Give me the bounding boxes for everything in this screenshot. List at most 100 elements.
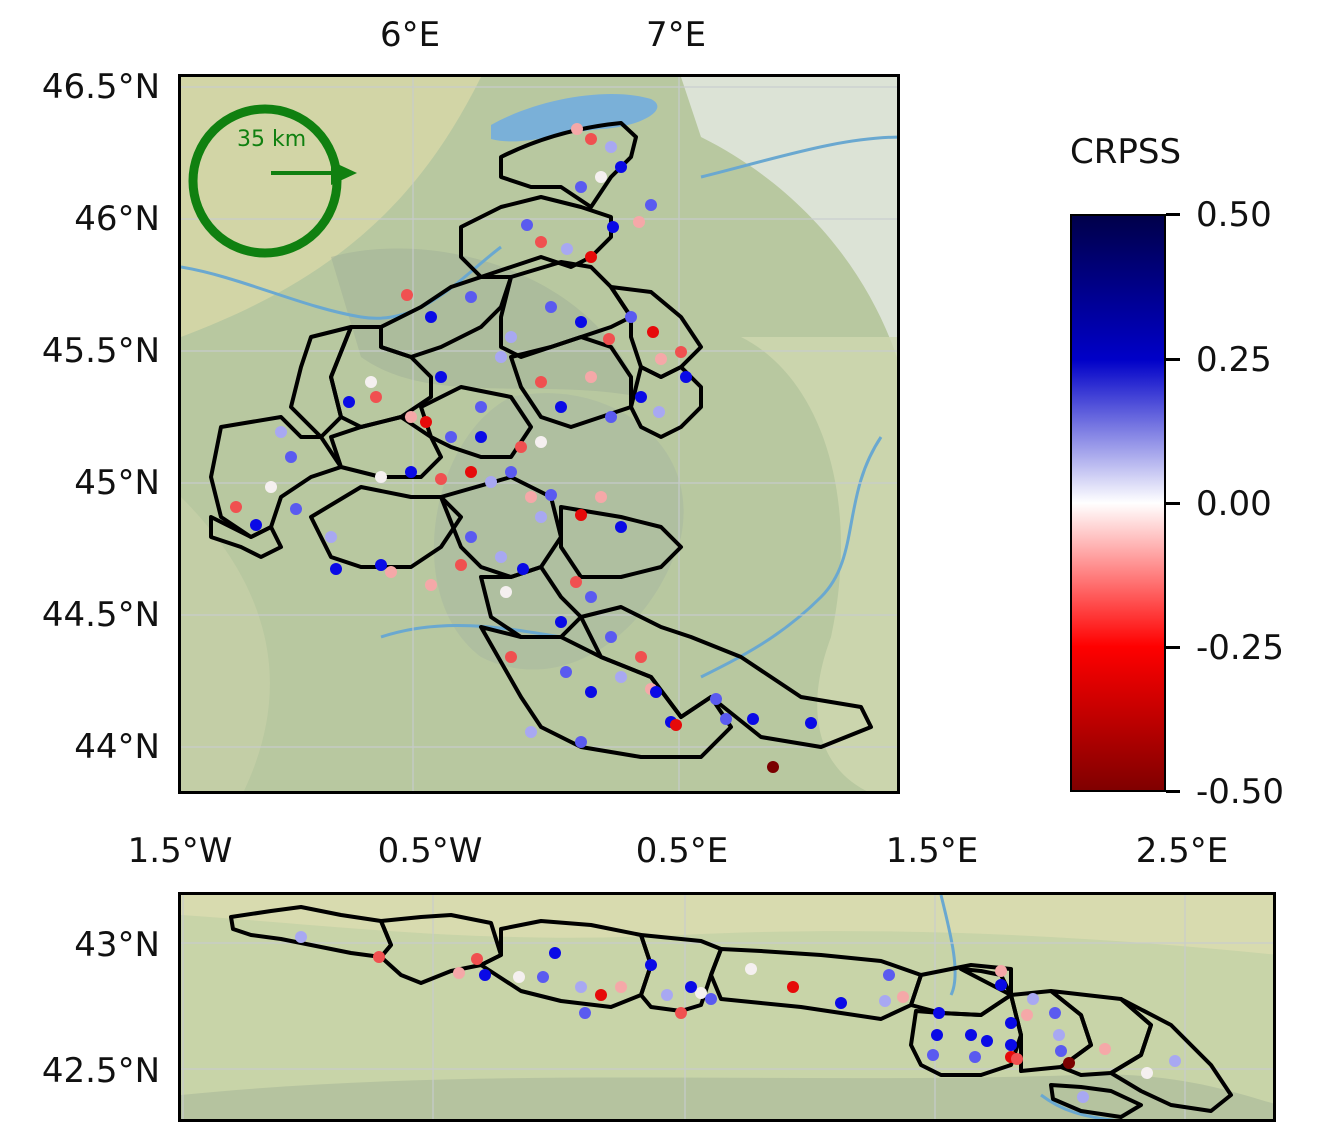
station-marker — [633, 216, 645, 228]
station-marker — [571, 123, 583, 135]
station-marker — [365, 376, 377, 388]
station-marker — [705, 993, 717, 1005]
station-marker — [595, 491, 607, 503]
station-marker — [455, 559, 467, 571]
station-marker — [645, 199, 657, 211]
station-marker — [883, 969, 895, 981]
station-marker — [545, 489, 557, 501]
station-marker — [485, 476, 497, 488]
station-marker — [607, 221, 619, 233]
station-marker — [535, 376, 547, 388]
station-marker — [585, 251, 597, 263]
lon-label: 1.5°W — [127, 831, 233, 871]
station-marker — [505, 466, 517, 478]
station-marker — [370, 391, 382, 403]
station-marker — [965, 1029, 977, 1041]
lake — [491, 94, 658, 142]
station-marker — [505, 331, 517, 343]
lat-label: 46°N — [74, 199, 160, 239]
station-marker — [585, 371, 597, 383]
station-marker — [605, 411, 617, 423]
station-marker — [720, 713, 732, 725]
station-marker — [495, 351, 507, 363]
station-marker — [655, 353, 667, 365]
station-marker — [535, 236, 547, 248]
station-marker — [561, 243, 573, 255]
station-marker — [570, 576, 582, 588]
station-marker — [585, 686, 597, 698]
lat-label: 44.5°N — [41, 595, 160, 635]
station-marker — [285, 451, 297, 463]
station-marker — [635, 391, 647, 403]
station-marker — [653, 406, 665, 418]
station-marker — [1021, 1009, 1033, 1021]
station-marker — [465, 291, 477, 303]
station-marker — [475, 431, 487, 443]
station-marker — [1027, 993, 1039, 1005]
station-marker — [471, 953, 483, 965]
station-marker — [685, 981, 697, 993]
colorbar-tick — [1166, 213, 1180, 216]
colorbar-tick — [1166, 358, 1180, 361]
station-marker — [535, 511, 547, 523]
station-marker — [670, 719, 682, 731]
station-marker — [585, 133, 597, 145]
station-marker — [661, 989, 673, 1001]
station-marker — [969, 1051, 981, 1063]
lat-label: 45.5°N — [41, 331, 160, 371]
station-marker — [265, 481, 277, 493]
station-marker — [1005, 1039, 1017, 1051]
station-marker — [1055, 1045, 1067, 1057]
alps-map: 35 km — [178, 74, 900, 794]
station-marker — [405, 411, 417, 423]
station-marker — [435, 473, 447, 485]
station-marker — [385, 566, 397, 578]
station-marker — [575, 981, 587, 993]
station-marker — [295, 931, 307, 943]
station-marker — [675, 346, 687, 358]
station-marker — [603, 333, 615, 345]
station-marker — [230, 501, 242, 513]
station-marker — [605, 631, 617, 643]
station-marker — [647, 326, 659, 338]
station-marker — [595, 989, 607, 1001]
colorbar-tick-label: -0.50 — [1196, 772, 1284, 812]
station-marker — [645, 959, 657, 971]
station-marker — [1011, 1053, 1023, 1065]
station-marker — [927, 1049, 939, 1061]
station-marker — [535, 436, 547, 448]
station-marker — [995, 965, 1007, 977]
station-marker — [835, 997, 847, 1009]
station-marker — [1053, 1029, 1065, 1041]
station-marker — [537, 971, 549, 983]
station-marker — [680, 371, 692, 383]
station-marker — [879, 995, 891, 1007]
lon-label: 6°E — [379, 15, 441, 55]
station-marker — [1049, 1007, 1061, 1019]
station-marker — [710, 693, 722, 705]
station-marker — [545, 301, 557, 313]
station-marker — [605, 141, 617, 153]
station-marker — [505, 651, 517, 663]
station-marker — [555, 401, 567, 413]
station-marker — [560, 666, 572, 678]
station-marker — [555, 616, 567, 628]
station-marker — [635, 651, 647, 663]
colorbar-tick — [1166, 646, 1180, 649]
station-marker — [787, 981, 799, 993]
stations — [230, 123, 817, 773]
station-marker — [275, 426, 287, 438]
station-marker — [595, 171, 607, 183]
station-marker — [525, 491, 537, 503]
station-marker — [995, 979, 1007, 991]
lat-label: 44°N — [74, 727, 160, 767]
station-marker — [615, 521, 627, 533]
station-marker — [445, 431, 457, 443]
station-marker — [931, 1029, 943, 1041]
station-marker — [805, 717, 817, 729]
station-marker — [745, 963, 757, 975]
station-marker — [575, 509, 587, 521]
station-marker — [375, 559, 387, 571]
station-marker — [1005, 1017, 1017, 1029]
station-marker — [981, 1035, 993, 1047]
